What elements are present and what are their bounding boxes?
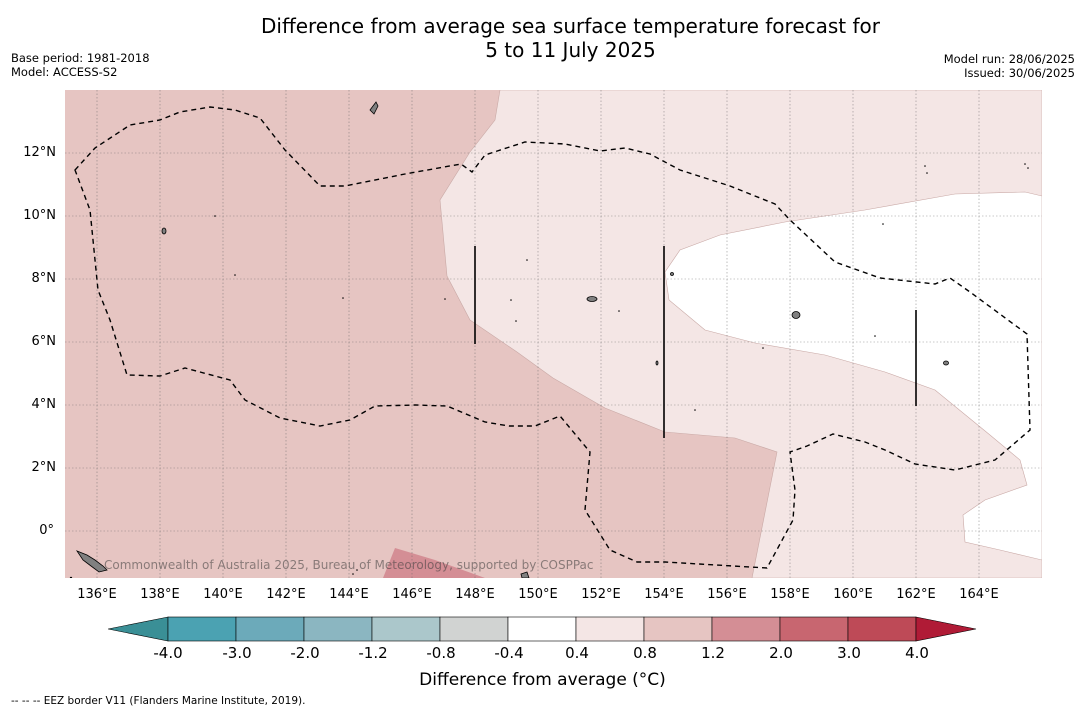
lon-label: 148°E: [455, 587, 495, 602]
colorbar-segment: [711, 616, 781, 642]
issued-date: Issued: 30/06/2025: [964, 66, 1075, 80]
island-chuuk: [586, 296, 598, 302]
island-manus: [520, 571, 530, 578]
colorbar-tick: -3.0: [222, 644, 252, 662]
lon-label: 140°E: [203, 587, 243, 602]
island-yap: [161, 227, 167, 235]
atoll-dot: [515, 320, 517, 322]
colorbar-label: Difference from average (°C): [419, 670, 666, 690]
model-run: Model run: 28/06/2025: [943, 52, 1075, 66]
island-guam: [369, 101, 379, 115]
atolls: [69, 163, 1029, 578]
lon-label: 144°E: [329, 587, 369, 602]
colorbar-extend-high: [915, 616, 977, 642]
lon-label: 164°E: [959, 587, 999, 602]
atoll-dot: [526, 259, 528, 261]
atoll-dot: [874, 335, 876, 337]
atoll-dot: [214, 215, 216, 217]
lon-label: 150°E: [518, 587, 558, 602]
lon-label: 158°E: [770, 587, 810, 602]
colorbar-segment: [235, 616, 305, 642]
lon-label: 146°E: [392, 587, 432, 602]
anomaly-band-2_0-3_0: [383, 548, 485, 578]
colorbar-tick: -2.0: [290, 644, 320, 662]
colorbar-tick: 0.4: [565, 644, 589, 662]
lat-label: 6°N: [31, 334, 57, 349]
atoll-dot: [1027, 167, 1029, 169]
lat-label: 12°N: [23, 145, 56, 160]
island-new-guinea-tip: [75, 550, 108, 573]
island-pohnpei: [791, 311, 801, 319]
lon-label: 138°E: [140, 587, 180, 602]
model-name: Model: ACCESS-S2: [11, 65, 118, 79]
colorbar-segment: [575, 616, 645, 642]
colorbar-tick: -0.8: [426, 644, 456, 662]
meta-left: Base period: 1981-2018 Model: ACCESS-S2: [11, 51, 150, 79]
colorbar-tick: -0.4: [494, 644, 524, 662]
atoll-dot: [1024, 163, 1026, 165]
islands: [75, 101, 949, 578]
colorbar-segment: [439, 616, 509, 642]
atoll-dot: [356, 569, 358, 571]
title-line-2: 5 to 11 July 2025: [485, 38, 656, 62]
anomaly-band-near-zero: [664, 191, 1042, 561]
island-kosrae: [943, 360, 949, 366]
colorbar-tick: 2.0: [769, 644, 793, 662]
map-title: Difference from average sea surface temp…: [0, 14, 1085, 62]
colorbar-tick: 0.8: [633, 644, 657, 662]
colorbar: [107, 616, 978, 648]
lat-label: 0°: [39, 523, 54, 538]
base-period: Base period: 1981-2018: [11, 51, 150, 65]
atoll-dot: [926, 172, 928, 174]
colorbar-segment: [779, 616, 849, 642]
eez-border-palau-fsm-west: [74, 106, 1031, 569]
colorbar-segment: [371, 616, 441, 642]
colorbar-tick: -4.0: [153, 644, 183, 662]
colorbar-tick: 3.0: [837, 644, 861, 662]
meta-right: Model run: 28/06/2025 Issued: 30/06/2025: [944, 52, 1075, 80]
island-small-2: [655, 360, 659, 366]
colorbar-tick: 4.0: [905, 644, 929, 662]
island-small-1: [670, 272, 674, 276]
atoll-dot: [882, 223, 884, 225]
map-svg: [65, 90, 1042, 578]
atoll-dot: [352, 573, 354, 575]
lat-label: 4°N: [31, 397, 57, 412]
colorbar-segment: [167, 616, 237, 642]
lon-label: 136°E: [77, 587, 117, 602]
colorbar-segment: [643, 616, 713, 642]
lat-label: 8°N: [31, 271, 57, 286]
atoll-dot: [924, 165, 926, 167]
lon-label: 156°E: [707, 587, 747, 602]
atoll-dot: [342, 297, 344, 299]
graticule: [65, 90, 1042, 578]
colorbar-segment: [303, 616, 373, 642]
copyright-text: Commonwealth of Australia 2025, Bureau o…: [104, 558, 594, 572]
atoll-dot: [234, 274, 236, 276]
colorbar-segment: [847, 616, 917, 642]
atoll-dot: [510, 299, 512, 301]
colorbar-tick: 1.2: [701, 644, 725, 662]
colorbar-svg: [107, 616, 977, 642]
atoll-dot: [762, 347, 764, 349]
colorbar-tick: -1.2: [358, 644, 388, 662]
eez-legend-note: -- -- -- EEZ border V11 (Flanders Marine…: [11, 695, 306, 707]
atoll-dot: [618, 310, 620, 312]
lon-label: 160°E: [833, 587, 873, 602]
colorbar-extend-low: [107, 616, 169, 642]
colorbar-segment: [507, 616, 577, 642]
lon-label: 154°E: [644, 587, 684, 602]
atoll-dot: [444, 298, 446, 300]
atoll-dot: [69, 576, 73, 578]
lon-label: 142°E: [266, 587, 306, 602]
atoll-dot: [694, 409, 696, 411]
lat-label: 2°N: [31, 460, 57, 475]
title-line-1: Difference from average sea surface temp…: [260, 14, 880, 38]
lat-label: 10°N: [23, 208, 56, 223]
map-area: [65, 90, 1042, 578]
lon-label: 162°E: [896, 587, 936, 602]
lon-label: 152°E: [581, 587, 621, 602]
